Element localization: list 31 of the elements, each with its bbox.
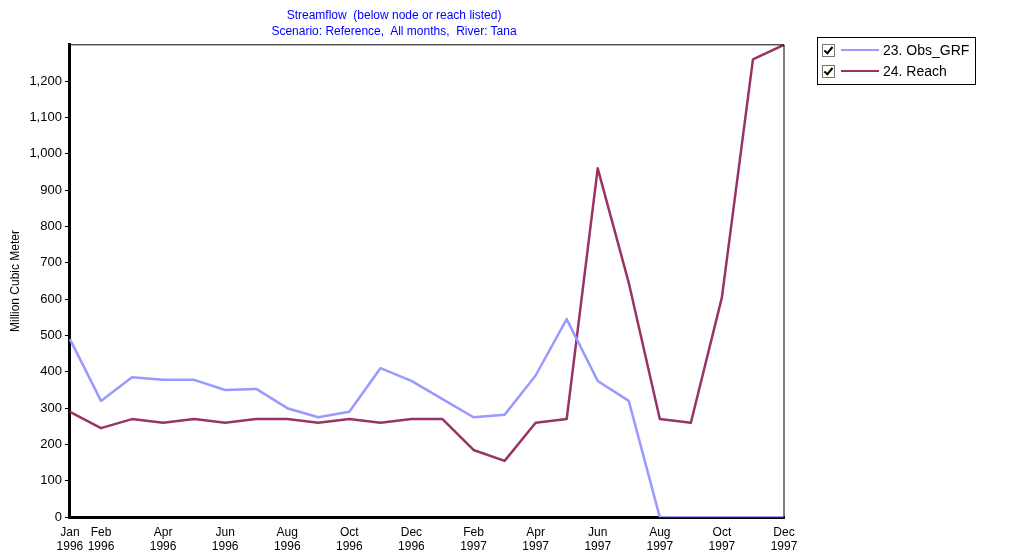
y-tick-label: 500 [40, 327, 62, 343]
x-tick-label: Dec 1997 [770, 524, 798, 554]
y-tick-label: 800 [40, 218, 62, 234]
x-tick-label: Feb 1996 [87, 524, 115, 554]
x-tick-label: Aug 1996 [273, 524, 301, 554]
y-tick-label: 1,100 [29, 109, 62, 125]
y-tick-label: 300 [40, 399, 62, 415]
y-tick-label: 1,000 [29, 145, 62, 161]
chart-title: Streamflow (below node or reach listed) [286, 7, 502, 22]
y-tick-label: 100 [40, 472, 62, 488]
y-tick-label: 600 [40, 290, 62, 306]
x-tick-label: Feb 1997 [460, 524, 488, 554]
legend-label: 24. Reach [883, 63, 947, 80]
x-tick-label: Apr 1996 [149, 524, 177, 554]
y-tick-label: 900 [40, 181, 62, 197]
y-tick-label: 1,200 [29, 72, 62, 88]
y-tick-label: 700 [40, 254, 62, 270]
x-tick-label: Dec 1996 [398, 524, 426, 554]
x-tick-label: Apr 1997 [522, 524, 550, 554]
y-axis-title: Million Cubic Meter [7, 229, 22, 333]
y-tick-label: 0 [54, 508, 62, 524]
legend-label: 23. Obs_GRF [883, 42, 970, 59]
x-tick-label: Jan 1996 [56, 524, 84, 554]
x-tick-label: Oct 1996 [336, 524, 364, 554]
x-tick-label: Oct 1997 [708, 524, 736, 554]
x-tick-label: Jun 1996 [211, 524, 239, 554]
y-tick-label: 200 [40, 436, 62, 452]
chart-subtitle: Scenario: Reference, All months, River: Tana [271, 23, 517, 38]
x-tick-label: Aug 1997 [646, 524, 674, 554]
x-tick-label: Jun 1997 [584, 524, 612, 554]
y-tick-label: 400 [40, 363, 62, 379]
